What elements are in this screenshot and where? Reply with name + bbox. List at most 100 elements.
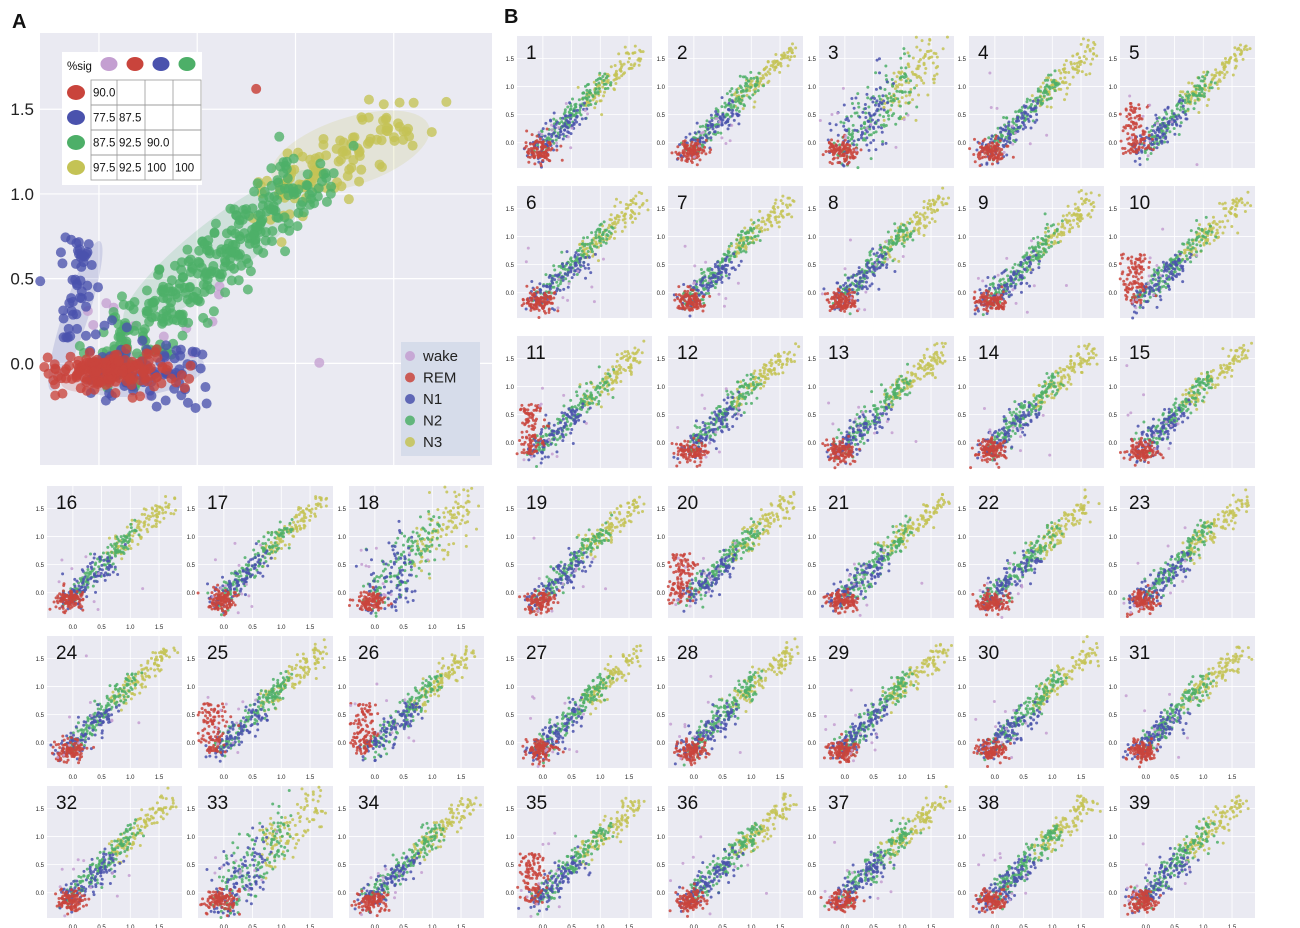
small-point-n1 xyxy=(696,288,700,292)
small-point-rem xyxy=(1134,121,1138,125)
small-point-n1 xyxy=(727,101,731,105)
small-point-n2 xyxy=(735,88,739,92)
small-point-rem xyxy=(846,162,850,166)
small-point-n1 xyxy=(882,108,886,112)
small-point-n1 xyxy=(860,279,864,283)
small-point-wake xyxy=(1195,163,1199,167)
small-point-n2 xyxy=(729,241,733,245)
small-point-rem xyxy=(998,149,1002,153)
small-point-n2 xyxy=(1145,157,1149,161)
point-n2 xyxy=(116,334,127,345)
small-point-n1 xyxy=(713,262,717,266)
small-point-n1 xyxy=(1035,113,1039,117)
small-point-n3 xyxy=(576,85,580,89)
small-point-rem xyxy=(835,291,839,295)
small-point-n3 xyxy=(620,229,624,233)
small-point-n2 xyxy=(699,268,703,272)
small-point-n2 xyxy=(869,133,873,137)
small-point-wake xyxy=(526,246,530,250)
point-rem xyxy=(156,378,167,389)
small-point-n2 xyxy=(595,228,599,232)
small-point-n2 xyxy=(1038,95,1042,99)
small-point-n3 xyxy=(781,215,785,219)
point-rem xyxy=(81,385,92,396)
small-point-n1 xyxy=(865,130,869,134)
small-point-rem xyxy=(537,316,541,320)
small-point-rem xyxy=(686,143,690,147)
small-point-n1 xyxy=(576,253,580,257)
small-point-rem xyxy=(831,153,835,157)
small-point-n1 xyxy=(877,287,881,291)
small-point-rem xyxy=(535,306,539,310)
small-point-n3 xyxy=(911,56,915,60)
small-panel-label: 3 xyxy=(828,43,839,64)
point-n2 xyxy=(233,275,244,286)
point-n2 xyxy=(233,219,244,230)
small-point-rem xyxy=(987,156,991,160)
small-point-rem xyxy=(830,138,834,142)
small-point-n3 xyxy=(1080,202,1084,206)
small-point-n2 xyxy=(856,92,860,96)
small-point-wake xyxy=(830,112,834,116)
small-point-n2 xyxy=(726,249,730,253)
small-point-n1 xyxy=(1160,141,1164,145)
small-point-n1 xyxy=(857,266,861,270)
small-point-n2 xyxy=(902,47,906,51)
small-point-n2 xyxy=(734,100,738,104)
small-point-n2 xyxy=(734,97,738,101)
small-point-wake xyxy=(848,238,852,242)
small-point-rem xyxy=(1137,103,1141,107)
point-n2 xyxy=(208,306,219,317)
small-point-wake xyxy=(902,118,906,122)
small-point-n1 xyxy=(549,284,553,288)
small-point-n3 xyxy=(914,118,918,122)
point-wake xyxy=(101,298,112,309)
small-point-n2 xyxy=(1009,270,1013,274)
small-point-n3 xyxy=(775,59,779,63)
small-point-n2 xyxy=(1017,278,1021,282)
small-point-n1 xyxy=(713,274,717,278)
point-n2 xyxy=(257,214,268,225)
small-point-n3 xyxy=(631,201,635,205)
small-point-rem xyxy=(673,298,677,302)
point-n3 xyxy=(378,99,389,110)
point-n1 xyxy=(58,332,69,343)
small-point-n1 xyxy=(1173,132,1177,136)
small-point-wake xyxy=(1148,103,1152,107)
point-n1 xyxy=(107,315,118,326)
small-point-n3 xyxy=(645,198,649,202)
small-point-n2 xyxy=(1037,89,1041,93)
small-point-n2 xyxy=(889,96,893,100)
point-n2 xyxy=(129,297,140,308)
small-point-rem xyxy=(836,287,840,291)
point-n2 xyxy=(348,140,359,151)
small-point-rem xyxy=(1005,144,1009,148)
small-point-n3 xyxy=(620,74,624,78)
small-point-rem xyxy=(691,145,695,149)
small-point-n1 xyxy=(870,282,874,286)
small-point-n3 xyxy=(752,105,756,109)
small-point-n1 xyxy=(873,274,877,278)
small-point-n2 xyxy=(898,90,902,94)
small-point-n1 xyxy=(1163,124,1167,128)
small-point-n1 xyxy=(584,117,588,121)
small-point-n1 xyxy=(1155,117,1159,121)
small-point-n1 xyxy=(732,118,736,122)
small-y-tick-label: 0.0 xyxy=(506,291,515,297)
point-n1 xyxy=(66,234,77,245)
sig-header-dot xyxy=(100,57,118,71)
small-point-n1 xyxy=(871,247,875,251)
small-point-n2 xyxy=(552,117,556,121)
small-point-n1 xyxy=(1181,110,1185,114)
small-point-rem xyxy=(685,304,689,308)
small-point-rem xyxy=(980,156,984,160)
small-point-n1 xyxy=(1002,128,1006,132)
small-point-n3 xyxy=(916,64,920,68)
small-point-n2 xyxy=(1011,266,1015,270)
small-point-n3 xyxy=(1215,71,1219,75)
small-point-n2 xyxy=(720,105,724,109)
small-point-n1 xyxy=(1153,131,1157,135)
small-point-n2 xyxy=(1193,101,1197,105)
small-point-n3 xyxy=(1223,56,1227,60)
small-point-n1 xyxy=(872,252,876,256)
